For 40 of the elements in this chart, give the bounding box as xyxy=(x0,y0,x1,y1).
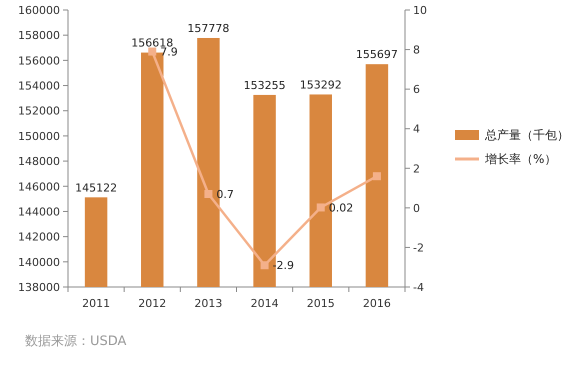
x-tick-label: 2015 xyxy=(306,297,335,310)
y-tick-label: 154000 xyxy=(18,80,60,93)
data-label: 157778 xyxy=(187,22,230,35)
point xyxy=(372,172,381,180)
y2-tick-label: -2 xyxy=(413,241,424,254)
y-tick-label: 138000 xyxy=(18,281,60,294)
data-label: 153255 xyxy=(244,78,286,92)
y2-tick-label: 6 xyxy=(413,83,420,96)
y2-tick-label: 10 xyxy=(413,4,427,17)
data-label: 153292 xyxy=(300,78,342,92)
y2-tick-label: 0 xyxy=(413,202,420,215)
legend-label: 增长率（%） xyxy=(484,152,556,166)
y2-tick-label: 4 xyxy=(413,122,420,136)
x-tick-label: 2012 xyxy=(138,297,166,310)
y-tick-label: 148000 xyxy=(18,155,60,168)
y-tick-label: 158000 xyxy=(18,29,60,42)
y2-tick-label: 8 xyxy=(413,44,420,57)
y-tick-label: 156000 xyxy=(18,54,60,68)
y2-tick-label: 2 xyxy=(413,162,420,176)
y-tick-label: 140000 xyxy=(18,256,60,269)
x-tick-label: 2011 xyxy=(82,297,110,310)
data-label: 7.9 xyxy=(160,46,178,59)
data-label: 155697 xyxy=(356,48,398,62)
data-label: 145122 xyxy=(75,181,118,194)
point xyxy=(260,261,269,270)
y-tick-label: 146000 xyxy=(18,180,60,194)
source-note: 数据来源：USDA xyxy=(25,334,127,349)
x-tick-label: 2014 xyxy=(250,297,279,310)
legend-label: 总产量（千包） xyxy=(484,128,569,142)
x-tick-label: 2016 xyxy=(362,297,391,310)
y-tick-label: 144000 xyxy=(18,205,60,218)
y-tick-label: 152000 xyxy=(18,104,60,118)
y2-tick-label: -4 xyxy=(413,281,424,294)
y-tick-label: 160000 xyxy=(18,4,60,17)
x-tick-label: 2013 xyxy=(194,297,222,310)
y-tick-label: 142000 xyxy=(18,230,60,244)
point xyxy=(204,190,212,198)
y-tick-label: 150000 xyxy=(18,130,60,143)
point xyxy=(148,48,156,56)
point xyxy=(316,203,325,212)
